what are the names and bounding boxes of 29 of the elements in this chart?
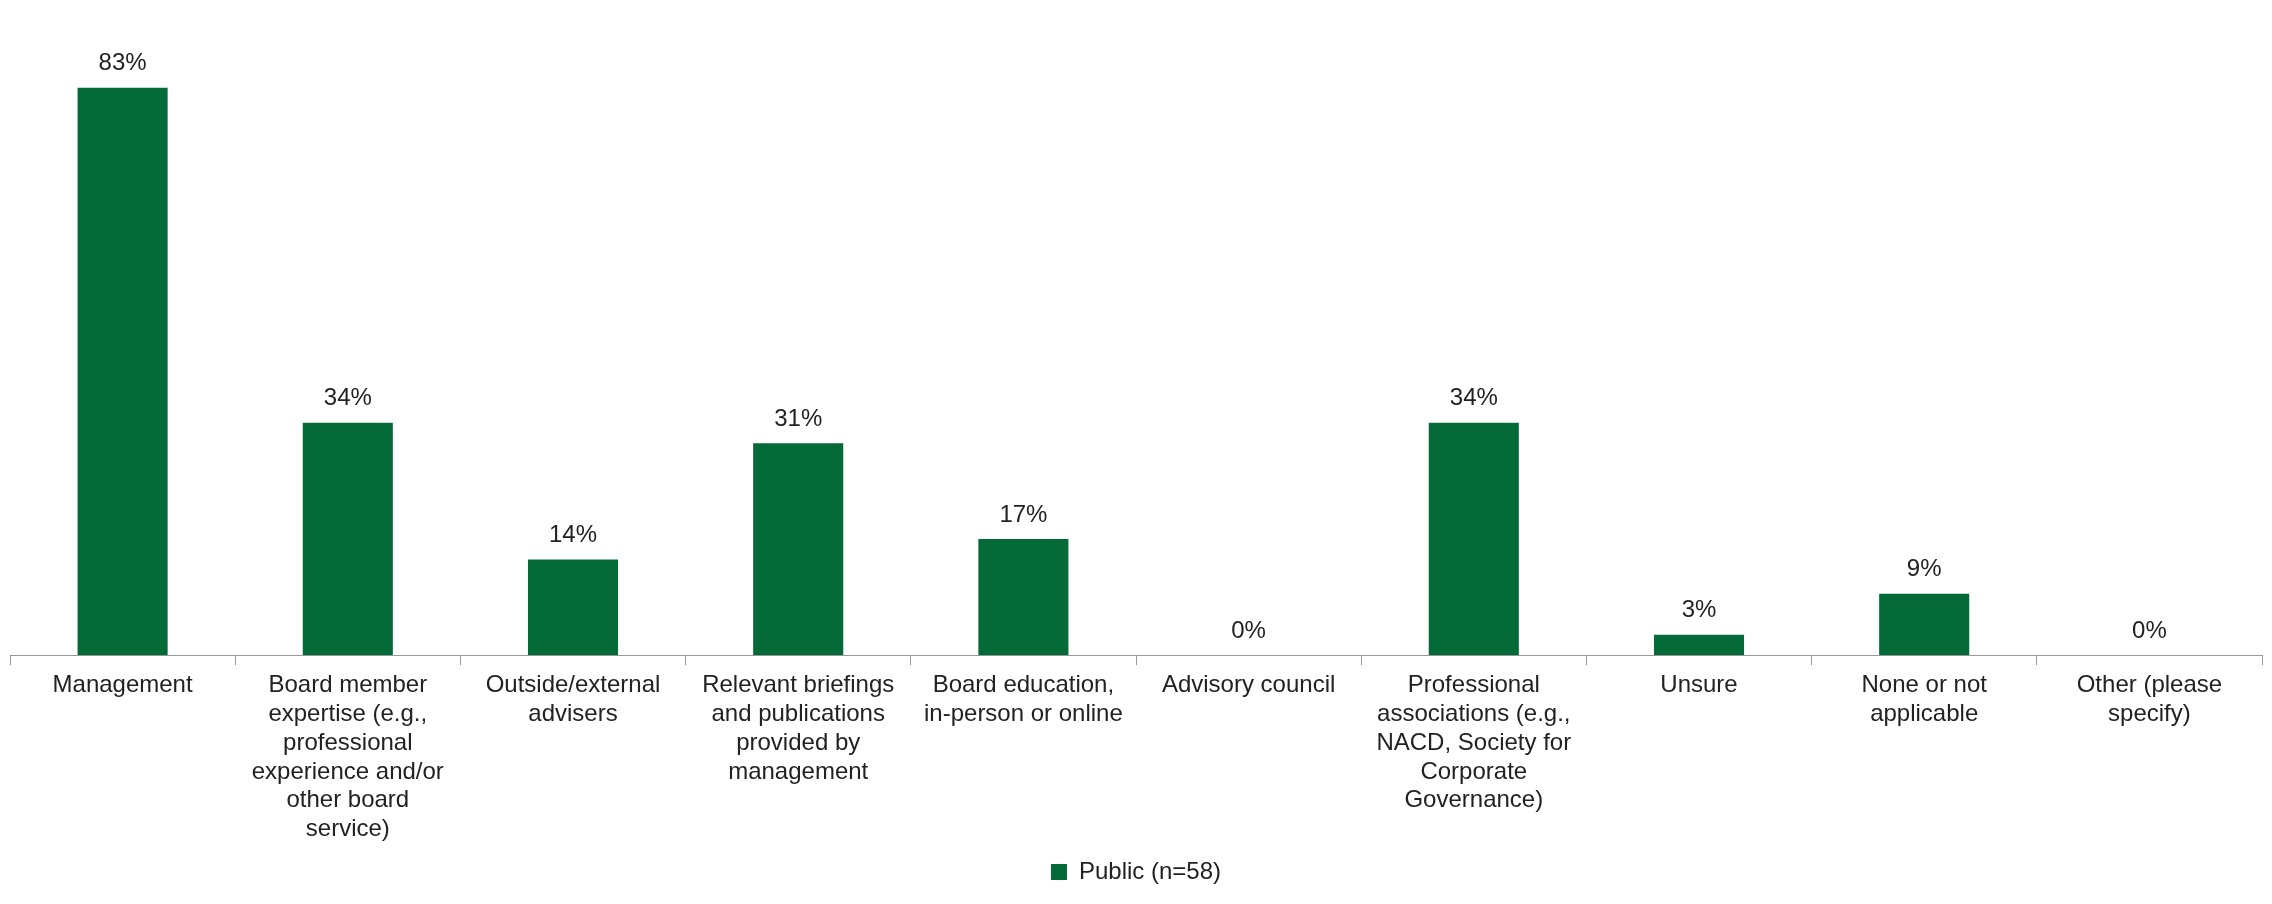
data-label: 31% xyxy=(774,403,823,431)
x-tick-label: Board education, in-person or online xyxy=(924,670,1123,727)
data-label: 83% xyxy=(98,48,147,76)
data-label: 34% xyxy=(323,383,372,411)
data-label: 34% xyxy=(1449,383,1498,411)
x-tick-label: Board member expertise (e.g., professional experience and/or other board service) xyxy=(251,670,444,842)
bar xyxy=(1879,593,1970,656)
data-label: 3% xyxy=(1681,595,1717,623)
x-tick-label: Unsure xyxy=(1660,670,1738,698)
x-tick-label: Management xyxy=(52,670,193,698)
bar xyxy=(77,87,168,656)
x-tick-label: Relevant briefings and publications provided by management xyxy=(702,670,895,784)
bar xyxy=(1428,422,1519,656)
data-label: 9% xyxy=(1906,554,1942,582)
bar xyxy=(527,559,619,656)
x-tick-label: Professional associations (e.g., NACD, Society for Corporate Governance) xyxy=(1376,670,1572,813)
data-label: 0% xyxy=(1231,615,1266,643)
data-label: 17% xyxy=(999,499,1048,527)
bar xyxy=(1653,634,1745,656)
data-label: 14% xyxy=(548,520,598,548)
x-tick-label: Outside/external advisers xyxy=(485,670,661,727)
bar xyxy=(302,422,393,656)
legend-label: Public (n=58) xyxy=(1078,856,1222,884)
data-label: 0% xyxy=(2132,615,2167,643)
bar xyxy=(753,443,844,656)
x-tick-label: None or not applicable xyxy=(1861,670,1988,727)
x-tick-label: Other (please specify) xyxy=(2076,670,2223,727)
x-tick-label: Advisory council xyxy=(1161,670,1336,698)
bar xyxy=(978,539,1069,656)
